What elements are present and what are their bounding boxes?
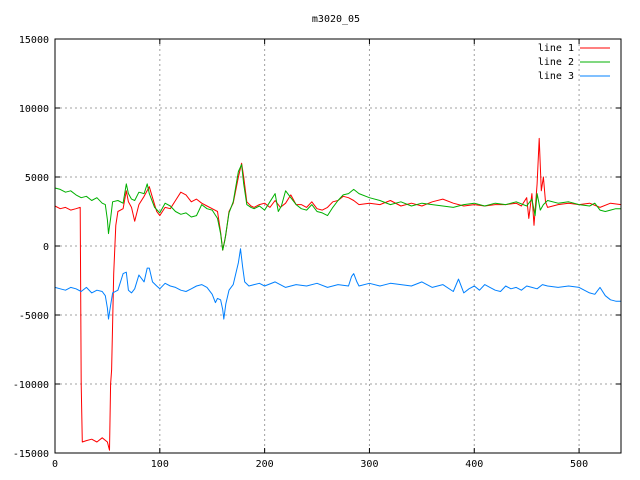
legend: line 1 line 2 line 3 xyxy=(538,43,610,82)
x-tick-label: 100 xyxy=(151,459,169,470)
y-tick-label: -15000 xyxy=(13,449,49,460)
grid-lines xyxy=(55,39,621,453)
series-lines xyxy=(54,137,622,451)
x-tick-label: 0 xyxy=(52,459,58,470)
chart-title: m3020_05 xyxy=(312,14,360,25)
series-line-3 xyxy=(54,248,621,320)
legend-label-2: line 2 xyxy=(538,57,574,68)
series-line-2 xyxy=(54,164,621,251)
x-tick-label: 300 xyxy=(360,459,378,470)
y-tick-label: -10000 xyxy=(13,380,49,391)
x-tick-label: 200 xyxy=(256,459,274,470)
series-line-1 xyxy=(54,137,622,451)
legend-label-1: line 1 xyxy=(538,43,574,54)
y-tick-label: 0 xyxy=(43,242,49,253)
axis-ticks: 0 100 200 300 400 500 -15000 -10000 -5000 0 5000 10… xyxy=(13,35,621,470)
x-tick-label: 500 xyxy=(570,459,588,470)
y-tick-label: 5000 xyxy=(25,173,49,184)
y-tick-label: 10000 xyxy=(19,104,49,115)
y-tick-label: -5000 xyxy=(19,311,49,322)
y-tick-label: 15000 xyxy=(19,35,49,46)
x-tick-label: 400 xyxy=(465,459,483,470)
plot-frame xyxy=(54,38,622,454)
legend-label-3: line 3 xyxy=(538,71,574,82)
